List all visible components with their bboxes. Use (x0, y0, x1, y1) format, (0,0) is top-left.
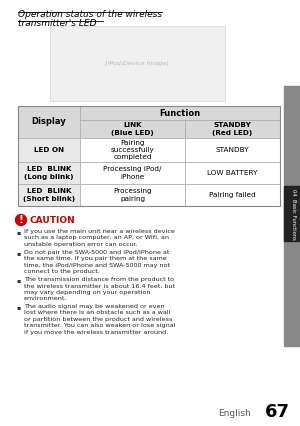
Bar (18, 162, 80, 184)
Bar (18, 106, 280, 206)
Text: !: ! (19, 215, 23, 225)
Bar (185, 162, 280, 184)
Text: Processing iPod/
iPhone: Processing iPod/ iPhone (103, 166, 162, 180)
Text: If you use the main unit near a wireless device
such as a laptop computer, an AP: If you use the main unit near a wireless… (24, 229, 175, 247)
Bar (185, 138, 280, 162)
Text: 67: 67 (265, 403, 290, 421)
Bar (185, 120, 280, 138)
Bar (80, 184, 185, 206)
Text: English: English (218, 409, 251, 418)
Text: ▪: ▪ (17, 305, 21, 310)
Text: The transmission distance from the product to
the wireless transmitter is about : The transmission distance from the produ… (24, 277, 175, 301)
Text: [iPod/Device Image]: [iPod/Device Image] (105, 61, 169, 66)
Text: Function: Function (159, 109, 201, 118)
Bar (284, 86, 300, 346)
Text: LED  BLINK
(Short blink): LED BLINK (Short blink) (23, 188, 75, 202)
Text: ▪: ▪ (17, 230, 21, 235)
Bar (80, 120, 185, 138)
Text: Processing
pairing: Processing pairing (113, 188, 152, 202)
Text: LED  BLINK
(Long blink): LED BLINK (Long blink) (24, 166, 74, 180)
Text: ▪: ▪ (17, 278, 21, 283)
Bar (50, 26, 225, 101)
Text: 04  Basic Functions: 04 Basic Functions (290, 189, 296, 239)
Bar (185, 184, 280, 206)
Text: LED ON: LED ON (34, 147, 64, 153)
Text: STANDBY
(Red LED): STANDBY (Red LED) (212, 122, 253, 136)
Bar (18, 106, 80, 138)
Text: Do not pair the SWA-5000 and iPod/iPhone at
the same time. If you pair them at t: Do not pair the SWA-5000 and iPod/iPhone… (24, 250, 170, 274)
Bar (18, 138, 80, 162)
Text: CAUTION: CAUTION (30, 216, 76, 225)
Bar (80, 106, 280, 120)
Circle shape (16, 215, 26, 225)
Bar (18, 184, 80, 206)
Text: Display: Display (32, 118, 66, 127)
Text: Operation status of the wireless: Operation status of the wireless (18, 10, 162, 19)
Bar (80, 162, 185, 184)
Text: The audio signal may be weakened or even
lost where there is an obstacle such as: The audio signal may be weakened or even… (24, 304, 176, 334)
Bar (80, 138, 185, 162)
Text: STANDBY: STANDBY (216, 147, 249, 153)
Text: Pairing failed: Pairing failed (209, 192, 256, 198)
Bar (284, 186, 300, 241)
Text: Pairing
successfully
completed: Pairing successfully completed (111, 139, 154, 161)
Text: transmitter's LED: transmitter's LED (18, 19, 97, 28)
Text: ▪: ▪ (17, 251, 21, 256)
Text: LINK
(Blue LED): LINK (Blue LED) (111, 122, 154, 136)
Text: LOW BATTERY: LOW BATTERY (207, 170, 258, 176)
